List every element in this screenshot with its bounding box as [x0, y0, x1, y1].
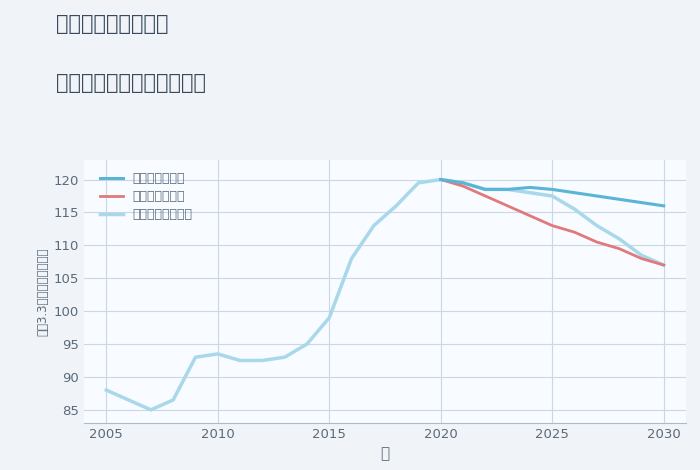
ノーマルシナリオ [503, 187, 512, 192]
ノーマルシナリオ [125, 397, 133, 403]
バッドシナリオ [458, 183, 467, 189]
グッドシナリオ [570, 190, 579, 196]
バッドシナリオ [481, 193, 489, 199]
ノーマルシナリオ [191, 354, 200, 360]
ノーマルシナリオ [236, 358, 244, 363]
ノーマルシナリオ [526, 190, 534, 196]
バッドシナリオ [548, 223, 556, 228]
ノーマルシナリオ [659, 262, 668, 268]
ノーマルシナリオ [258, 358, 267, 363]
ノーマルシナリオ [102, 387, 111, 393]
グッドシナリオ [481, 187, 489, 192]
ノーマルシナリオ [637, 252, 645, 258]
グッドシナリオ [593, 193, 601, 199]
Text: 兵庫県姫路市今宿の: 兵庫県姫路市今宿の [56, 14, 169, 34]
Line: バッドシナリオ: バッドシナリオ [441, 180, 664, 265]
ノーマルシナリオ [347, 256, 356, 261]
ノーマルシナリオ [414, 180, 423, 186]
ノーマルシナリオ [548, 193, 556, 199]
バッドシナリオ [615, 246, 623, 251]
バッドシナリオ [593, 239, 601, 245]
ノーマルシナリオ [147, 407, 155, 413]
ノーマルシナリオ [325, 315, 333, 321]
バッドシナリオ [503, 203, 512, 209]
ノーマルシナリオ [214, 351, 222, 357]
バッドシナリオ [437, 177, 445, 182]
グッドシナリオ [458, 180, 467, 186]
ノーマルシナリオ [458, 180, 467, 186]
ノーマルシナリオ [392, 203, 400, 209]
X-axis label: 年: 年 [380, 446, 390, 462]
Text: 中古マンションの価格推移: 中古マンションの価格推移 [56, 73, 206, 93]
グッドシナリオ [526, 185, 534, 190]
バッドシナリオ [637, 256, 645, 261]
ノーマルシナリオ [481, 187, 489, 192]
ノーマルシナリオ [570, 206, 579, 212]
ノーマルシナリオ [281, 354, 289, 360]
Legend: グッドシナリオ, バッドシナリオ, ノーマルシナリオ: グッドシナリオ, バッドシナリオ, ノーマルシナリオ [97, 169, 196, 225]
グッドシナリオ [437, 177, 445, 182]
ノーマルシナリオ [615, 236, 623, 242]
Line: ノーマルシナリオ: ノーマルシナリオ [106, 180, 664, 410]
ノーマルシナリオ [169, 397, 177, 403]
グッドシナリオ [548, 187, 556, 192]
バッドシナリオ [570, 229, 579, 235]
ノーマルシナリオ [370, 223, 378, 228]
グッドシナリオ [659, 203, 668, 209]
Y-axis label: 平（3.3㎡）単価（万円）: 平（3.3㎡）単価（万円） [36, 247, 50, 336]
ノーマルシナリオ [437, 177, 445, 182]
ノーマルシナリオ [303, 341, 312, 347]
ノーマルシナリオ [593, 223, 601, 228]
グッドシナリオ [615, 196, 623, 202]
バッドシナリオ [659, 262, 668, 268]
グッドシナリオ [637, 200, 645, 205]
グッドシナリオ [503, 187, 512, 192]
バッドシナリオ [526, 213, 534, 219]
Line: グッドシナリオ: グッドシナリオ [441, 180, 664, 206]
